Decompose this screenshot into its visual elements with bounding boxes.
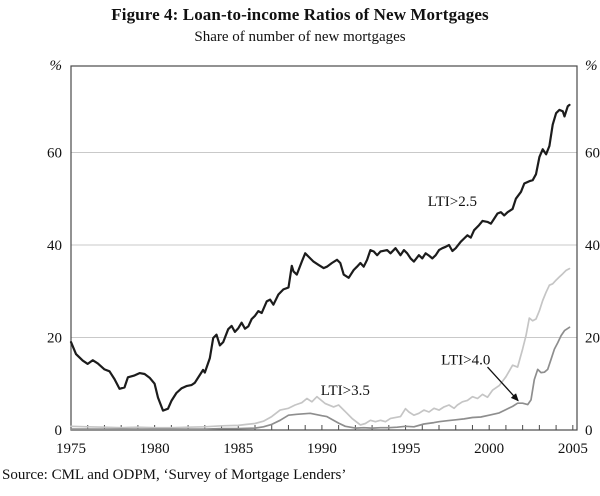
chart-subtitle: Share of number of new mortgages	[194, 29, 406, 45]
y-tick-label-right: 60	[585, 145, 600, 161]
series-line-lti-4.0	[70, 326, 571, 430]
y-tick-label-left: 60	[47, 145, 62, 161]
y-tick-label-right: 0	[585, 423, 593, 439]
x-tick-label: 2000	[474, 441, 504, 457]
chart-title: Figure 4: Loan-to-income Ratios of New M…	[111, 5, 489, 24]
y-axis-unit-right: %	[585, 58, 598, 74]
x-tick-label: 1980	[140, 441, 170, 457]
series-annotation: LTI>3.5	[321, 383, 370, 399]
series-line-lti-2.5	[69, 103, 571, 412]
series-annotation: LTI>2.5	[428, 194, 477, 210]
y-tick-label-left: 0	[55, 423, 63, 439]
x-tick-label: 1985	[223, 441, 253, 457]
y-tick-label-left: 40	[47, 238, 62, 254]
y-tick-label-right: 40	[585, 238, 600, 254]
plot-frame	[70, 65, 578, 431]
y-axis-unit-left: %	[50, 58, 63, 74]
x-tick-label: 2005	[558, 441, 588, 457]
y-tick-label-right: 20	[585, 330, 600, 346]
annotation-arrow	[487, 366, 519, 402]
series-annotation: LTI>4.0	[441, 353, 490, 369]
series-line-lti-3.5	[70, 267, 571, 429]
x-tick-label: 1995	[391, 441, 421, 457]
x-tick-label: 1990	[307, 441, 337, 457]
x-tick-label: 1975	[56, 441, 86, 457]
y-tick-label-left: 20	[47, 330, 62, 346]
source-note: Source: CML and ODPM, ‘Survey of Mortgag…	[2, 467, 347, 483]
